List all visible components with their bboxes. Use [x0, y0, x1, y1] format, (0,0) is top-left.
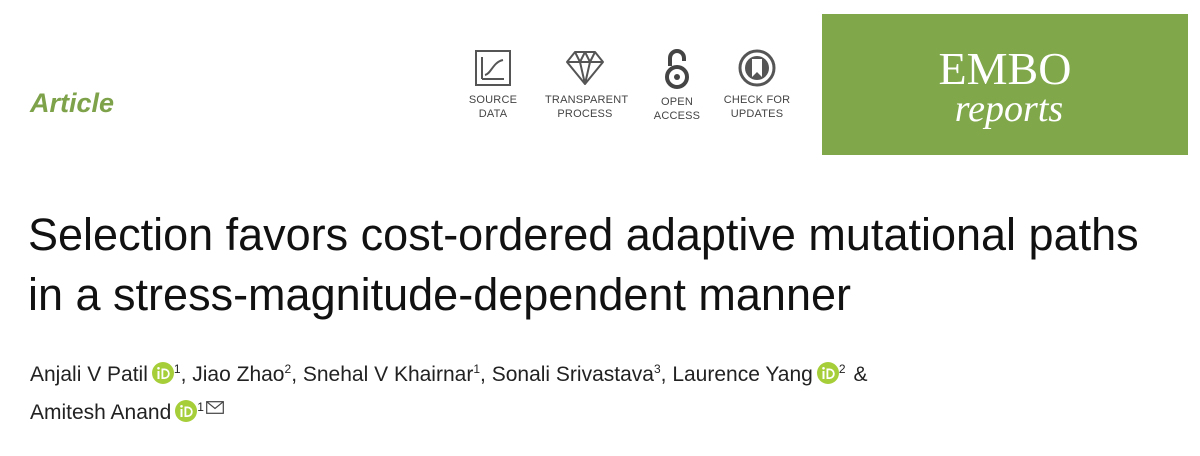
- separator: &: [853, 363, 868, 386]
- badge-icon: [475, 50, 511, 86]
- badge-label: TRANSPARENT PROCESS: [545, 94, 629, 120]
- badge-label: OPEN ACCESS: [653, 96, 701, 122]
- email-icon[interactable]: [206, 401, 224, 414]
- orcid-icon[interactable]: [816, 362, 839, 384]
- badge-label: CHECK FOR UPDATES: [723, 94, 791, 120]
- author-name: Jiao Zhao: [192, 363, 285, 386]
- author: Amitesh Anand 1: [30, 400, 224, 424]
- badge-transparent-process[interactable]: TRANSPARENT PROCESS: [535, 48, 635, 121]
- badge-label: SOURCE DATA: [468, 94, 518, 120]
- badge-open-access[interactable]: OPEN ACCESS: [627, 48, 727, 123]
- journal-subname: reports: [954, 88, 1064, 130]
- separator: ,: [291, 363, 298, 386]
- author-name: Sonali Srivastava: [491, 363, 654, 386]
- paper-title: Selection favors cost-ordered adaptive m…: [28, 209, 1139, 320]
- badge-check-updates[interactable]: CHECK FOR UPDATES: [707, 48, 807, 121]
- affiliation: 3: [653, 362, 661, 376]
- journal-logo: EMBO reports: [822, 14, 1188, 155]
- author-name: Anjali V Patil: [30, 363, 148, 386]
- affiliation: 1: [473, 362, 481, 376]
- badge-source-data[interactable]: SOURCE DATA: [443, 48, 543, 121]
- separator: ,: [180, 363, 187, 386]
- orcid-icon[interactable]: [175, 400, 198, 422]
- badge-icon: [566, 51, 604, 85]
- affiliation: 2: [284, 362, 292, 376]
- author: Anjali V Patil 1,: [30, 362, 187, 386]
- orcid-icon[interactable]: [151, 362, 174, 384]
- article-type: Article: [30, 88, 115, 118]
- affiliation: 2: [838, 362, 846, 376]
- journal-name: EMBO: [938, 43, 1072, 94]
- author-list: Anjali V Patil 1, Jiao Zhao2, Snehal V Kh…: [30, 356, 1130, 432]
- separator: ,: [660, 363, 667, 386]
- affiliation: 1: [197, 400, 204, 414]
- author: Snehal V Khairnar1,: [303, 363, 486, 386]
- separator: ,: [480, 363, 486, 386]
- author: Sonali Srivastava3,: [492, 363, 667, 386]
- author-name: Snehal V Khairnar: [302, 363, 474, 386]
- author: Jiao Zhao2,: [192, 363, 297, 386]
- badge-icon: [665, 49, 689, 89]
- author-name: Amitesh Anand: [30, 401, 172, 424]
- badge-icon: [738, 49, 776, 87]
- affiliation: 1: [173, 362, 181, 376]
- author: Laurence Yang 2 &: [672, 362, 868, 386]
- author-name: Laurence Yang: [672, 363, 813, 386]
